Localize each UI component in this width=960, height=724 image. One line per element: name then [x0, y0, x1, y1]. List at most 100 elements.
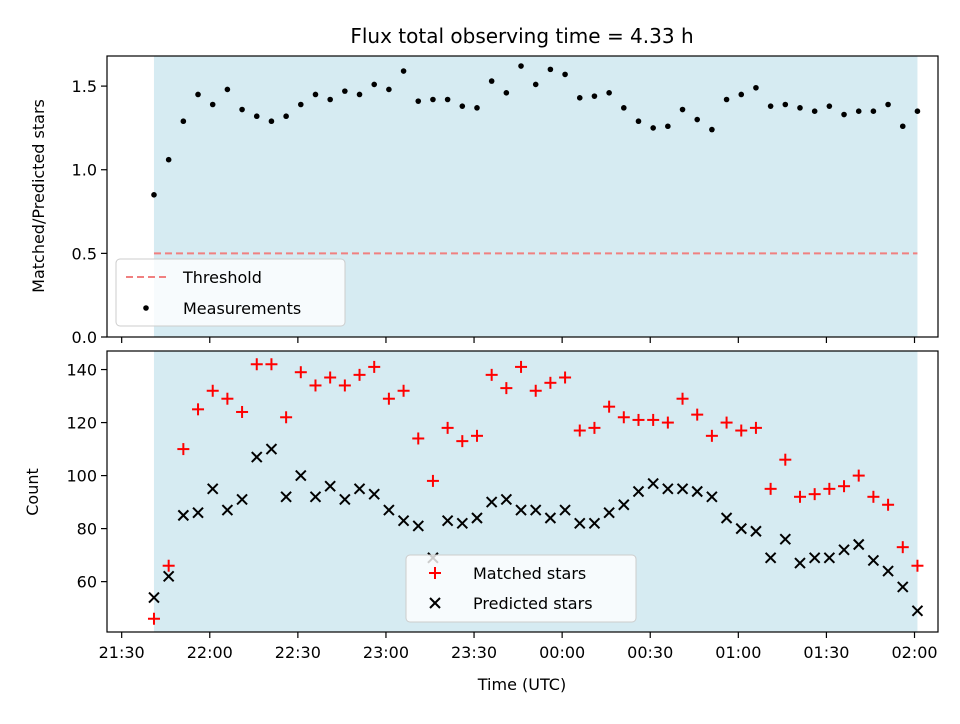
predicted-stars-point — [353, 483, 366, 495]
predicted-stars-point — [794, 557, 806, 569]
predicted-stars-point — [720, 512, 733, 524]
measurement-point — [488, 78, 495, 84]
matched-stars-point — [617, 411, 630, 424]
measurement-point — [459, 103, 466, 109]
matched-stars-point — [793, 490, 806, 503]
top-y-tick-label: 1.0 — [72, 161, 97, 180]
matched-stars-point — [749, 421, 762, 434]
top-y-tick-label: 0.0 — [72, 328, 97, 347]
matched-stars-point — [764, 482, 777, 495]
matched-stars-point — [632, 413, 645, 426]
predicted-stars-point — [618, 499, 630, 511]
predicted-stars-point — [838, 544, 850, 556]
matched-stars-point — [441, 421, 454, 434]
x-tick-label: 23:00 — [363, 643, 409, 662]
matched-stars-point — [397, 384, 410, 397]
predicted-stars-point — [676, 483, 689, 495]
predicted-stars-point — [691, 485, 703, 498]
predicted-stars-point — [383, 504, 395, 516]
predicted-stars-point — [823, 552, 836, 564]
matched-stars-point — [177, 443, 190, 456]
measurement-point — [503, 89, 510, 96]
matched-stars-point — [353, 368, 366, 381]
x-tick-label: 23:30 — [451, 643, 497, 662]
measurement-point — [474, 105, 480, 111]
measurement-point — [386, 86, 392, 93]
matched-stars-point — [838, 480, 851, 493]
measurement-point — [356, 91, 363, 98]
x-tick-label: 01:00 — [715, 643, 761, 662]
matched-stars-point — [280, 411, 293, 424]
predicted-stars-point — [735, 522, 747, 535]
matched-stars-point — [338, 379, 351, 392]
measurement-point — [415, 98, 422, 104]
measurement-point — [576, 95, 583, 101]
matched-stars-point — [294, 366, 307, 379]
matched-stars-point — [515, 360, 528, 373]
matched-stars-point — [676, 392, 689, 405]
measurement-point — [621, 105, 627, 111]
matched-stars-point — [412, 432, 425, 445]
predicted-stars-point — [808, 552, 821, 564]
matched-stars-point — [324, 371, 337, 384]
measurement-point — [209, 101, 216, 108]
x-tick-label: 00:30 — [627, 643, 673, 662]
matched-stars-point — [192, 403, 205, 416]
measurement-point — [650, 125, 656, 131]
measurement-point — [753, 84, 759, 91]
predicted-stars-point — [148, 591, 160, 604]
bottom-x-ticks: 21:30 22:00 22:30 23:00 23:30 00:00 00:30 01:00… — [99, 632, 938, 662]
predicted-stars-point — [295, 469, 307, 482]
matched-stars-point — [221, 392, 234, 405]
predicted-stars-point — [192, 507, 204, 519]
top-legend-box — [115, 258, 346, 327]
matched-stars-point — [896, 541, 909, 554]
measurement-point — [430, 96, 436, 103]
measurement-point — [312, 91, 319, 98]
matched-stars-point — [808, 488, 821, 501]
measurement-point — [239, 106, 245, 113]
matched-stars-point — [206, 384, 219, 397]
measurement-point — [444, 96, 451, 103]
predicted-stars-point — [368, 488, 380, 500]
matched-stars-point — [823, 482, 836, 495]
matched-stars-point — [470, 429, 483, 442]
matched-stars-point — [236, 405, 249, 418]
measurement-point — [518, 63, 524, 69]
predicted-stars-point — [662, 483, 674, 495]
predicted-stars-series — [148, 443, 924, 617]
measurement-point — [782, 101, 789, 108]
x-tick-label: 21:30 — [99, 643, 145, 662]
x-axis-label: Time (UTC) — [477, 675, 566, 694]
measurement-point — [591, 93, 598, 99]
matched-stars-legend-label: Matched stars — [473, 564, 586, 583]
top-y-tick-label: 1.5 — [72, 77, 97, 96]
matched-stars-point — [500, 382, 513, 395]
predicted-stars-point — [412, 520, 424, 532]
predicted-stars-point — [544, 512, 557, 524]
predicted-stars-point — [485, 496, 498, 508]
predicted-stars-point — [647, 477, 659, 490]
top-legend: Threshold Measurements — [115, 258, 346, 327]
matched-stars-point — [867, 490, 880, 503]
predicted-stars-point — [471, 512, 483, 524]
measurement-point — [165, 156, 172, 163]
predicted-stars-point — [911, 605, 924, 617]
matched-stars-point — [309, 379, 322, 392]
matched-stars-point — [456, 435, 469, 448]
predicted-stars-legend-swatch — [429, 597, 441, 609]
measurement-point — [253, 113, 260, 120]
matched-stars-series — [147, 358, 924, 625]
predicted-stars-point — [632, 485, 645, 498]
matched-stars-point — [661, 416, 674, 429]
measurement-point — [694, 116, 701, 123]
matched-stars-point — [147, 612, 160, 625]
predicted-stars-point — [397, 514, 410, 527]
predicted-stars-point — [764, 552, 777, 564]
measurement-point — [635, 118, 642, 125]
predicted-stars-point — [339, 493, 351, 506]
predicted-stars-point — [897, 581, 909, 593]
predicted-stars-point — [603, 507, 615, 519]
measurement-point — [224, 86, 231, 93]
